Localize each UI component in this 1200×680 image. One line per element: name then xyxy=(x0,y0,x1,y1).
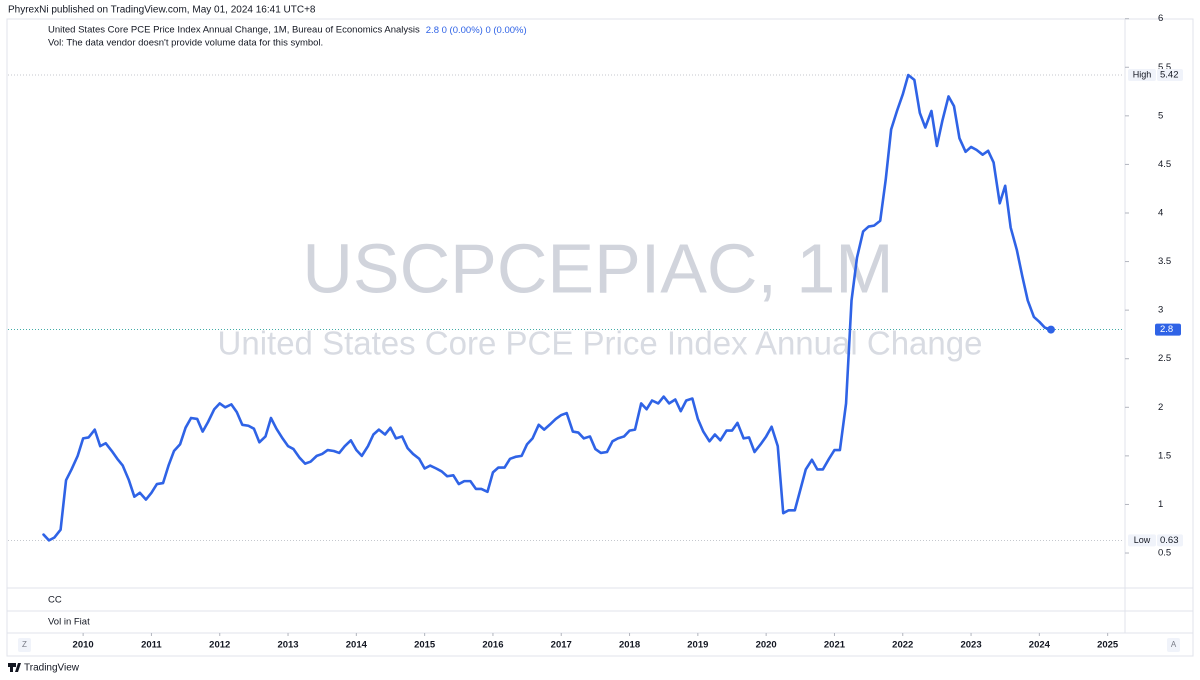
x-tick-label: 2015 xyxy=(414,640,436,651)
high-value-label: 5.42 xyxy=(1160,70,1179,81)
scale-button-label[interactable]: Z xyxy=(22,640,27,649)
last-point xyxy=(1046,325,1055,334)
high-tag xyxy=(1128,69,1156,82)
pane-label: Vol in Fiat xyxy=(48,617,90,628)
x-tick-label: 2019 xyxy=(687,640,708,651)
scale-button[interactable] xyxy=(1167,638,1180,652)
x-tick-label: 2013 xyxy=(277,640,298,651)
y-tick-label: 4.5 xyxy=(1158,159,1171,170)
y-tick-label: 5.5 xyxy=(1158,62,1171,73)
last-value-label: 2.8 xyxy=(1160,324,1173,335)
y-tick-label: 5 xyxy=(1158,110,1163,121)
watermark-symbol: USCPCEPIAC, 1M xyxy=(302,229,893,307)
x-tick-label: 2017 xyxy=(551,640,572,651)
series-line xyxy=(42,73,1053,542)
low-tag xyxy=(1128,534,1156,547)
x-tick-label: 2014 xyxy=(346,640,368,651)
last-value-tag xyxy=(1155,323,1181,336)
x-tick-label: 2012 xyxy=(209,640,230,651)
x-tick-label: 2021 xyxy=(824,640,846,651)
y-tick-label: 3 xyxy=(1158,305,1163,316)
brand-name: TradingView xyxy=(24,663,80,674)
logo-shape xyxy=(15,663,21,672)
logo-shape xyxy=(10,663,13,672)
frame xyxy=(6,18,1194,657)
x-tick-label: 2020 xyxy=(756,640,777,651)
x-tick-label: 2018 xyxy=(619,640,640,651)
y-tick-label: 2.5 xyxy=(1158,353,1171,364)
low-value-label: 0.63 xyxy=(1160,535,1179,546)
scale-button[interactable] xyxy=(18,638,31,652)
y-tick-label: 4 xyxy=(1158,208,1163,219)
legend-title: United States Core PCE Price Index Annua… xyxy=(48,25,420,36)
scale-button-label[interactable]: A xyxy=(1171,640,1177,649)
y-tick-label: 0.5 xyxy=(1158,548,1171,559)
legend-stats: 2.8 0 (0.00%) 0 (0.00%) xyxy=(426,25,527,36)
volume-note: Vol: The data vendor doesn't provide vol… xyxy=(48,38,323,49)
y-tick-label: 1 xyxy=(1158,499,1163,510)
x-tick-label: 2023 xyxy=(960,640,981,651)
high-value-tag xyxy=(1157,69,1183,82)
x-tick-label: 2016 xyxy=(482,640,503,651)
watermark: USCPCEPIAC, 1M United States Core PCE Pr… xyxy=(218,229,983,361)
low-tag-label: Low xyxy=(1134,535,1151,545)
x-tick-label: 2010 xyxy=(73,640,94,651)
y-tick-label: 2 xyxy=(1158,402,1163,413)
x-tick-label: 2011 xyxy=(141,640,162,651)
brand-logo xyxy=(8,663,21,672)
high-tag-label: High xyxy=(1133,69,1152,79)
y-tick-label: 6 xyxy=(1158,13,1163,24)
y-tick-label: 3.5 xyxy=(1158,256,1171,267)
legend-last-value: 2.8 xyxy=(426,25,439,36)
x-tick-label: 2022 xyxy=(892,640,913,651)
publish-header: PhyrexNi published on TradingView.com, M… xyxy=(8,5,316,16)
x-tick-label: 2024 xyxy=(1029,640,1051,651)
x-tick-label: 2025 xyxy=(1097,640,1119,651)
legend-stat: 0 (0.00%) xyxy=(442,25,483,36)
low-value-tag xyxy=(1157,534,1183,547)
pane-label: CC xyxy=(48,595,62,606)
y-tick-label: 1.5 xyxy=(1158,450,1171,461)
legend-stat: 0 (0.00%) xyxy=(485,25,526,36)
watermark-description: United States Core PCE Price Index Annua… xyxy=(218,325,983,362)
